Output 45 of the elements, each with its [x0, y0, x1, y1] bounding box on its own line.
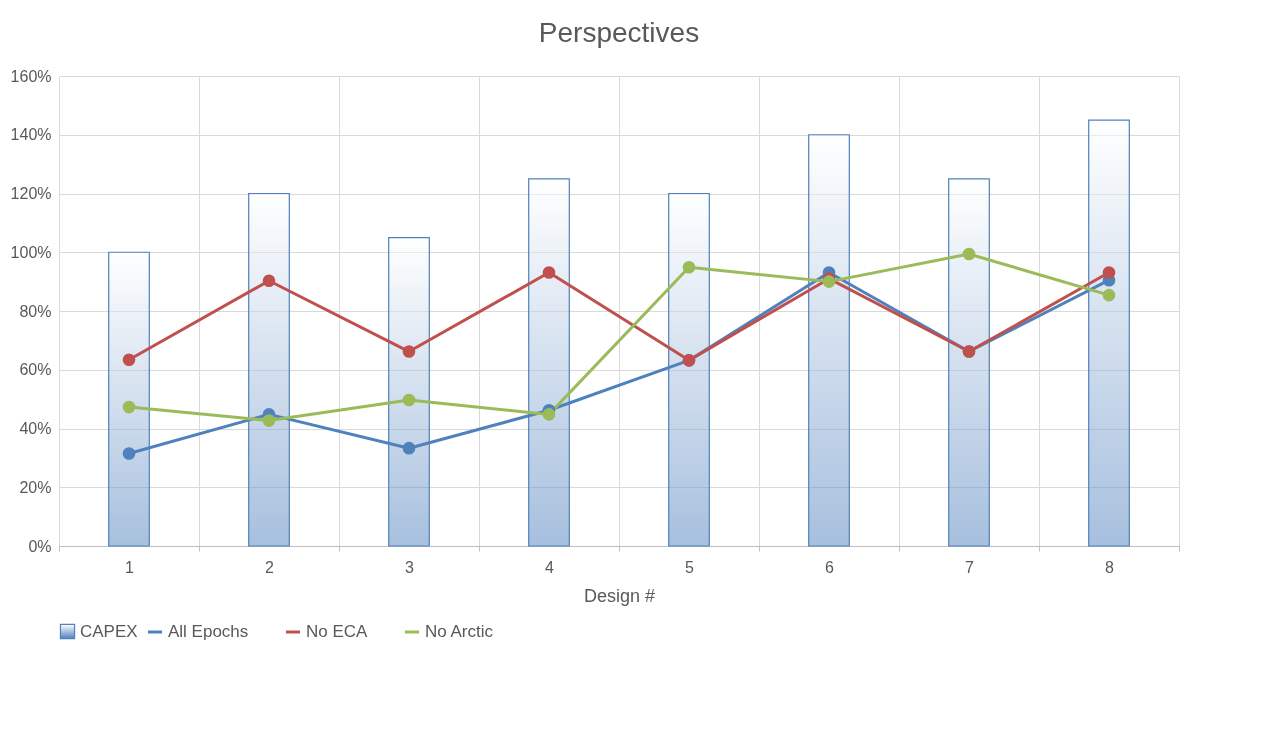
point — [262, 274, 276, 288]
point — [962, 247, 976, 261]
y-tick-label: 140% — [10, 126, 52, 144]
bar — [948, 178, 990, 547]
bar — [108, 251, 150, 547]
x-axis-title: Design # — [583, 585, 656, 606]
x-tick-label: 8 — [1105, 558, 1115, 576]
x-tick-label: 6 — [825, 558, 835, 576]
point — [1102, 288, 1116, 302]
point — [682, 260, 696, 274]
point — [122, 353, 136, 367]
bar — [808, 134, 850, 547]
chart-title: Perspectives — [538, 17, 700, 48]
bar — [528, 178, 570, 547]
point — [402, 393, 416, 407]
point — [122, 400, 136, 414]
point — [1102, 266, 1116, 279]
y-tick-label: 120% — [10, 185, 52, 202]
bar — [668, 192, 710, 547]
x-tick-label: 2 — [265, 558, 275, 576]
y-tick-label: 160% — [10, 67, 52, 85]
bar — [248, 192, 290, 547]
y-tick-label: 100% — [10, 243, 52, 261]
point — [402, 345, 416, 358]
legend-label: CAPEX — [80, 621, 138, 641]
x-tick-label: 4 — [545, 558, 555, 576]
bar — [1088, 119, 1130, 547]
point — [122, 447, 136, 460]
x-tick-label: 5 — [685, 558, 695, 576]
y-tick-label: 20% — [19, 478, 52, 496]
y-tick-label: 40% — [19, 420, 52, 437]
point — [402, 441, 416, 455]
point — [542, 266, 556, 279]
x-tick-label: 3 — [405, 558, 415, 576]
legend-label: All Epochs — [168, 622, 249, 641]
y-tick-label: 0% — [28, 537, 52, 555]
y-tick-label: 80% — [19, 302, 52, 320]
bar — [388, 236, 430, 547]
point — [542, 408, 556, 421]
y-tick-label: 60% — [19, 361, 52, 379]
legend-label: No Arctic — [425, 622, 494, 641]
x-tick-label: 7 — [965, 558, 975, 576]
x-tick-label: 1 — [125, 558, 135, 576]
point — [262, 414, 276, 427]
legend-label: No ECA — [306, 622, 369, 641]
